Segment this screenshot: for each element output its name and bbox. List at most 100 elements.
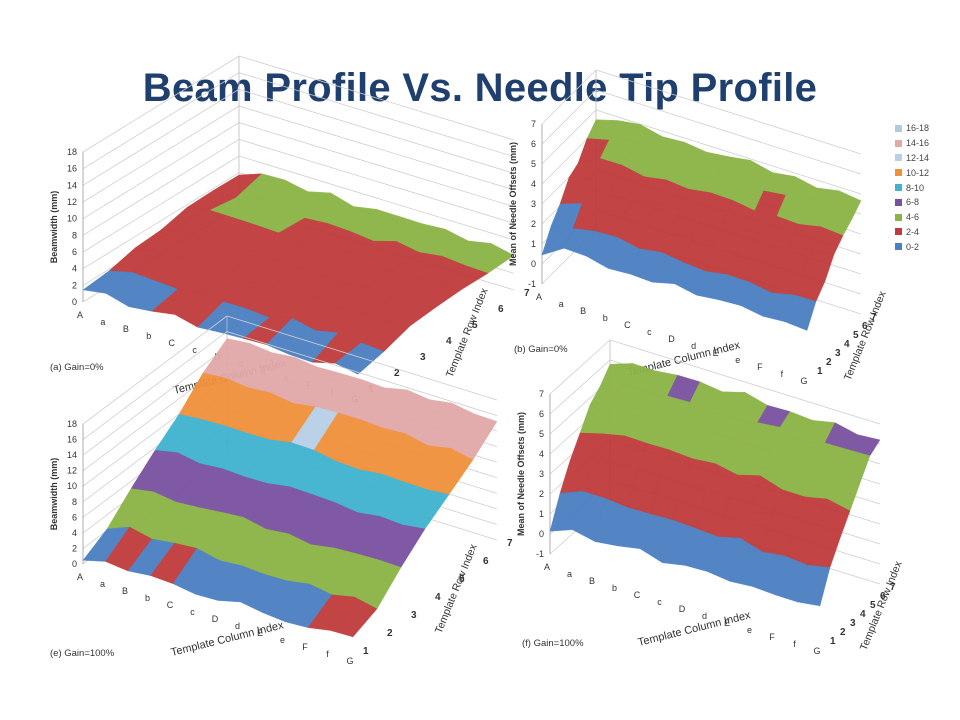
legend-label: 6-8 [906,197,920,208]
x-tick-label: e [735,355,740,365]
row-tick-label: 1 [817,366,823,377]
legend-swatch [895,184,902,192]
x-tick-label: A [77,572,83,582]
legend-swatch [895,139,902,147]
y-tick-label: 8 [72,497,77,507]
gridline [226,331,498,416]
legend-swatch [895,169,902,177]
row-tick-label: 3 [420,352,426,363]
x-tick-label: b [612,583,617,593]
legend-label: 12-14 [906,152,930,163]
row-tick-label: 7 [871,312,877,323]
x-tick-label: D [679,604,686,614]
row-tick-label: 6 [862,321,868,332]
y-axis-title: Beamwidth (mm) [49,191,59,264]
row-tick-label: 1 [363,646,369,657]
legend-label: 2-4 [906,226,920,237]
x-tick-label: C [168,338,175,348]
x-tick-label: c [657,597,662,607]
x-tick-label: f [781,369,784,379]
x-tick-label: f [326,649,329,659]
x-tick-label: c [190,607,195,617]
gridline [82,72,240,170]
y-tick-label: 5 [531,159,536,169]
x-tick-label: G [346,656,353,666]
gridline [82,155,240,253]
row-axis-title: Template Row Index [444,286,491,379]
gridline [541,69,597,125]
row-tick-label: 2 [387,628,393,639]
gridline [82,138,240,236]
gridline [82,331,228,440]
y-tick-label: -1 [536,549,544,559]
x-tick-label: B [580,306,586,316]
x-tick-label: C [167,600,174,610]
gridline [549,339,611,395]
x-tick-label: F [769,632,775,642]
y-tick-label: 12 [67,197,77,207]
legend-item: 6-8 [895,195,955,210]
row-tick-label: 5 [870,600,876,611]
legend-label: 4-6 [906,212,920,223]
gridline [238,72,515,158]
legend-swatch [895,198,902,206]
surface [549,363,881,607]
legend-label: 14-16 [906,138,930,149]
y-axis-title: Mean of Needle Offsets (mm) [508,142,518,266]
legend-swatch [895,154,902,162]
gridline [541,109,597,165]
legend-item: 0-2 [895,239,955,254]
y-tick-label: 1 [531,239,536,249]
x-tick-label: e [747,625,752,635]
panel-caption: (f) Gain=100% [522,638,584,649]
gridline [238,105,515,191]
legend-item: 8-10 [895,180,955,195]
legend-label: 0-2 [906,241,920,252]
y-tick-label: 12 [67,466,77,476]
legend-item: 14-16 [895,136,955,151]
x-tick-label: E [257,628,263,638]
y-tick-label: 16 [67,435,77,445]
x-tick-label: d [691,341,696,351]
chart-legend: 16-18 14-16 12-14 10-12 8-10 6-8 4-6 2-4 0-2 [895,121,955,254]
y-tick-label: 0 [531,259,536,269]
surface [541,119,862,331]
row-tick-label: 6 [880,591,886,602]
legend-item: 4-6 [895,210,955,225]
y-tick-label: 3 [539,469,544,479]
y-tick-label: 8 [72,230,77,240]
gridline [82,346,228,456]
y-tick-label: 7 [531,119,536,129]
y-tick-label: 14 [67,180,77,190]
x-tick-label: B [589,576,595,586]
x-tick-label: b [603,313,608,323]
panel-caption: (a) Gain=0% [50,362,104,373]
y-tick-label: 14 [67,450,77,460]
gridline [595,109,862,195]
x-tick-label: c [647,327,652,337]
y-tick-label: 18 [67,147,77,157]
row-tick-label: 2 [840,627,846,638]
row-axis-title: Template Row Index [858,559,905,652]
legend-swatch [895,213,902,221]
x-axis-title: Template Column Index [637,609,753,649]
row-tick-label: 4 [844,339,850,350]
row-tick-label: 2 [394,368,400,379]
x-tick-label: A [544,562,550,572]
gridline [82,88,240,186]
legend-item: 10-12 [895,165,955,180]
row-axis-title: Template Row Index [433,542,480,635]
y-tick-label: 0 [72,559,77,569]
legend-item: 16-18 [895,121,955,136]
y-axis-title: Mean of Needle Offsets (mm) [516,412,526,536]
gridline [82,172,240,270]
x-tick-label: a [100,579,105,589]
legend-label: 16-18 [906,123,930,134]
x-tick-label: f [793,639,796,649]
panel-caption: (b) Gain=0% [514,344,568,355]
y-tick-label: 2 [72,543,77,553]
